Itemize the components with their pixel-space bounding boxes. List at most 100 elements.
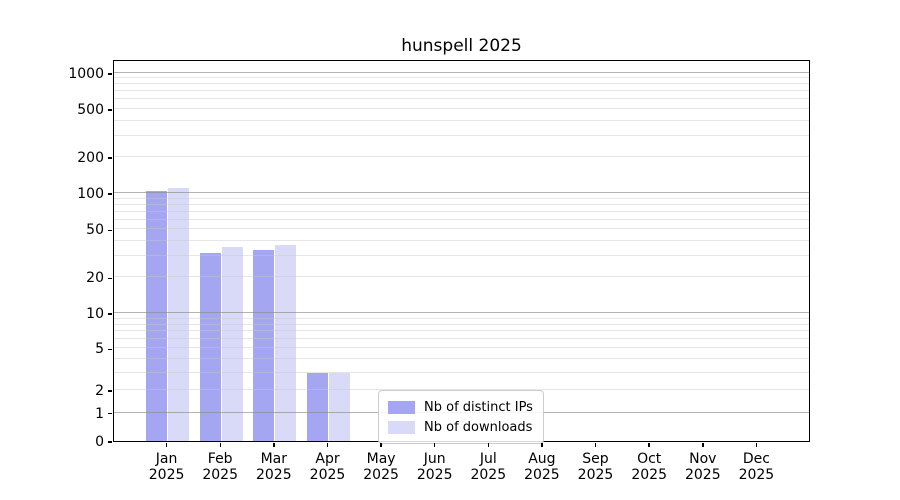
y-tick-2	[108, 390, 112, 392]
y-tick-1000	[108, 73, 112, 75]
x-tick-year: 2025	[255, 467, 292, 483]
x-tick-year: 2025	[309, 467, 346, 483]
y-tick-label-0: 0	[95, 434, 104, 450]
x-tick-year: 2025	[577, 467, 614, 483]
x-tick-label-may: May 2025	[346, 451, 416, 483]
y-tick-200	[108, 157, 112, 159]
x-tick-year: 2025	[202, 467, 238, 483]
plot-area: Nb of distinct IPs Nb of downloads	[113, 60, 810, 444]
minor-gridline-2	[114, 388, 809, 390]
y-tick-label-500: 500	[77, 102, 104, 118]
minor-gridline-500	[114, 108, 809, 109]
y-tick-label-10: 10	[86, 306, 104, 323]
minor-gridline-800	[114, 83, 809, 85]
bar-jan-downloads	[168, 187, 190, 441]
x-tick-dec	[755, 443, 758, 447]
y-tick-label-20: 20	[86, 270, 104, 287]
legend-label: Nb of downloads	[424, 419, 533, 435]
minor-gridline-60	[114, 218, 809, 220]
legend-entry-downloads: Nb of downloads	[388, 417, 534, 437]
x-tick-may	[380, 443, 382, 447]
minor-gridline-6	[114, 338, 809, 340]
bar-mar-downloads	[275, 245, 297, 441]
chart-title: hunspell 2025	[401, 36, 522, 56]
legend-entry-distinct-ips: Nb of distinct IPs	[388, 397, 534, 417]
x-tick-oct	[648, 443, 650, 447]
minor-gridline-70	[114, 210, 809, 212]
y-tick-1	[108, 412, 112, 415]
y-tick-label-100: 100	[77, 186, 104, 203]
x-tick-month: Dec	[742, 451, 770, 467]
x-tick-feb	[219, 443, 221, 447]
x-tick-year: 2025	[416, 467, 453, 483]
minor-gridline-200	[114, 155, 809, 157]
minor-gridline-3	[114, 371, 809, 373]
major-gridline-100	[114, 192, 809, 194]
y-tick-10	[108, 313, 112, 315]
x-tick-year: 2025	[470, 467, 507, 483]
bar-feb-distinct-ips	[199, 252, 221, 441]
minor-gridline-80	[114, 203, 809, 205]
y-tick-label-1: 1	[95, 405, 104, 422]
y-tick-500	[108, 109, 112, 111]
x-tick-mar	[273, 443, 275, 447]
y-tick-50	[108, 229, 112, 232]
minor-gridline-600	[114, 98, 809, 100]
bar-jan-distinct-ips	[146, 190, 168, 441]
x-tick-label-aug: Aug 2025	[507, 451, 577, 483]
minor-gridline-9	[114, 317, 809, 319]
minor-gridline-50	[114, 228, 809, 230]
y-tick-label-200: 200	[77, 149, 104, 166]
y-tick-100	[108, 193, 112, 195]
x-tick-year: 2025	[738, 467, 775, 483]
x-tick-label-jan: Jan 2025	[132, 451, 202, 483]
x-tick-month: Mar	[260, 451, 287, 467]
x-tick-month: Jan	[155, 451, 178, 467]
x-tick-year: 2025	[524, 467, 560, 483]
x-tick-month: Oct	[637, 451, 662, 467]
x-tick-month: Jun	[423, 451, 446, 467]
x-tick-month: Feb	[207, 451, 233, 467]
major-gridline-10	[114, 312, 809, 314]
x-tick-month: May	[366, 451, 396, 467]
x-tick-month: Sep	[582, 451, 609, 467]
x-tick-year: 2025	[631, 467, 667, 483]
bar-apr-downloads	[328, 372, 350, 441]
x-tick-label-dec: Dec 2025	[721, 451, 791, 483]
x-tick-year: 2025	[363, 467, 399, 483]
minor-gridline-90	[114, 197, 809, 199]
minor-gridline-900	[114, 77, 809, 79]
y-tick-0	[108, 441, 112, 443]
x-tick-label-oct: Oct 2025	[614, 451, 684, 483]
bar-apr-distinct-ips	[306, 372, 328, 441]
x-tick-jun	[433, 443, 436, 447]
minor-gridline-4	[114, 358, 809, 360]
x-tick-label-jul: Jul 2025	[453, 451, 523, 483]
y-tick-label-5: 5	[95, 341, 104, 358]
y-tick-label-2: 2	[95, 382, 104, 399]
major-gridline-1000	[114, 71, 809, 73]
minor-gridline-20	[114, 276, 809, 278]
x-tick-month: Jul	[479, 451, 497, 467]
x-tick-label-nov: Nov 2025	[668, 451, 738, 483]
legend-swatch-icon	[388, 420, 415, 434]
x-tick-aug	[541, 443, 543, 447]
x-tick-jan	[165, 443, 168, 447]
x-tick-month: Aug	[528, 451, 556, 467]
minor-gridline-30	[114, 255, 809, 257]
bar-mar-distinct-ips	[253, 249, 275, 441]
legend-label: Nb of distinct IPs	[424, 399, 533, 415]
x-tick-year: 2025	[684, 467, 721, 483]
bar-feb-downloads	[221, 246, 243, 441]
minor-gridline-400	[114, 119, 809, 121]
legend-swatch-icon	[388, 400, 415, 414]
x-tick-label-jun: Jun 2025	[400, 451, 470, 483]
y-tick-5	[108, 348, 112, 351]
y-tick-label-50: 50	[86, 222, 104, 239]
x-tick-jul	[487, 443, 490, 447]
minor-gridline-7	[114, 330, 809, 332]
minor-gridline-5	[114, 347, 809, 349]
y-tick-label-1000: 1000	[68, 65, 104, 82]
x-tick-label-feb: Feb 2025	[185, 451, 255, 483]
